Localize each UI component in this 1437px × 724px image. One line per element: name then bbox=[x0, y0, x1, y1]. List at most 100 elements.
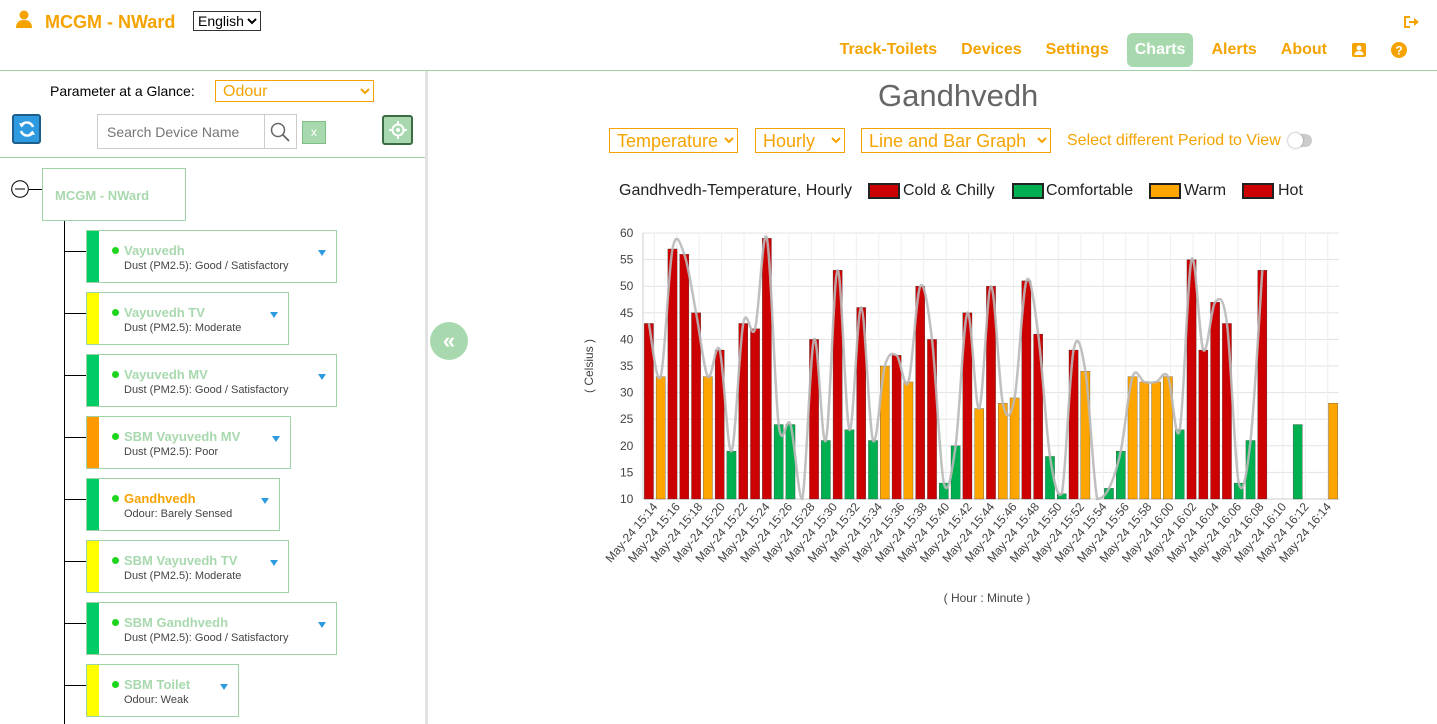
legend-swatch-hot[interactable] bbox=[1242, 183, 1274, 199]
tree-root-node[interactable]: MCGM - NWard bbox=[42, 168, 186, 221]
tree-connector bbox=[64, 685, 86, 686]
bar bbox=[844, 429, 855, 500]
legend-label-hot: Hot bbox=[1278, 182, 1303, 199]
help-icon[interactable]: ? bbox=[1391, 42, 1407, 58]
device-panel: Parameter at a Glance: Odour x bbox=[0, 71, 428, 724]
chevron-down-icon[interactable] bbox=[272, 436, 280, 442]
parameter-dropdown[interactable]: Temperature bbox=[609, 128, 738, 153]
bar bbox=[703, 376, 713, 500]
main-nav: Track-Toilets Devices Settings Charts Al… bbox=[828, 33, 1407, 67]
bar bbox=[1174, 429, 1185, 500]
device-card[interactable]: Vayuvedh MV Dust (PM2.5): Good / Satisfac… bbox=[86, 354, 337, 407]
nav-devices[interactable]: Devices bbox=[961, 41, 1022, 58]
search-box bbox=[97, 114, 297, 149]
device-status: Odour: Weak bbox=[124, 694, 189, 706]
legend-label-warm: Warm bbox=[1184, 182, 1227, 199]
device-card[interactable]: SBM Toilet Odour: Weak bbox=[86, 664, 239, 717]
online-dot-icon bbox=[112, 247, 119, 254]
online-dot-icon bbox=[112, 433, 119, 440]
language-select[interactable]: English bbox=[193, 11, 261, 31]
y-tick-label: 35 bbox=[620, 359, 634, 373]
toggle-knob bbox=[1288, 133, 1303, 148]
logout-icon[interactable] bbox=[1403, 14, 1419, 30]
chevron-down-icon[interactable] bbox=[261, 498, 269, 504]
bar bbox=[1139, 381, 1150, 500]
bar bbox=[691, 312, 701, 500]
search-input[interactable] bbox=[98, 115, 265, 148]
online-dot-icon bbox=[112, 371, 119, 378]
y-tick-label: 60 bbox=[620, 226, 634, 240]
bar bbox=[1257, 270, 1268, 500]
crosshair-icon bbox=[388, 121, 407, 139]
bar bbox=[868, 440, 878, 500]
graph-type-dropdown[interactable]: Line and Bar Graph bbox=[861, 128, 1051, 153]
chevron-down-icon[interactable] bbox=[318, 374, 326, 380]
device-card[interactable]: SBM Vayuvedh MV Dust (PM2.5): Poor bbox=[86, 416, 291, 469]
nav-track-toilets[interactable]: Track-Toilets bbox=[839, 41, 938, 58]
device-status: Dust (PM2.5): Good / Satisfactory bbox=[124, 632, 289, 644]
refresh-icon bbox=[18, 121, 35, 137]
bar bbox=[998, 403, 1008, 500]
status-color-bar bbox=[87, 479, 99, 530]
bar bbox=[1151, 381, 1161, 500]
chart-title: Gandhvedh-Temperature, Hourly bbox=[619, 182, 853, 199]
locate-button[interactable] bbox=[382, 115, 413, 145]
legend-swatch-warm[interactable] bbox=[1149, 183, 1181, 199]
bar bbox=[891, 355, 902, 500]
device-card[interactable]: SBM Gandhvedh Dust (PM2.5): Good / Satisf… bbox=[86, 602, 337, 655]
device-card[interactable]: Vayuvedh TV Dust (PM2.5): Moderate bbox=[86, 292, 289, 345]
chevron-down-icon[interactable] bbox=[220, 684, 228, 690]
divider bbox=[0, 157, 425, 158]
device-card[interactable]: Vayuvedh Dust (PM2.5): Good / Satisfactor… bbox=[86, 230, 337, 283]
bar bbox=[1292, 424, 1303, 500]
tree-connector bbox=[64, 623, 86, 624]
y-axis-title: ( Celsius ) bbox=[582, 339, 596, 393]
search-icon[interactable] bbox=[270, 122, 290, 142]
tree-connector bbox=[29, 189, 42, 190]
y-tick-label: 25 bbox=[620, 412, 634, 426]
period-label: Select different Period to View bbox=[1067, 132, 1281, 149]
period-toggle[interactable] bbox=[1288, 133, 1312, 148]
bar bbox=[915, 286, 925, 500]
parameter-select[interactable]: Odour bbox=[215, 80, 374, 102]
tree-connector bbox=[64, 499, 86, 500]
contact-card-icon[interactable] bbox=[1351, 42, 1367, 58]
nav-about[interactable]: About bbox=[1280, 41, 1327, 58]
nav-charts[interactable]: Charts bbox=[1126, 33, 1194, 67]
device-card[interactable]: SBM Vayuvedh TV Dust (PM2.5): Moderate bbox=[86, 540, 289, 593]
tree-connector bbox=[64, 375, 86, 376]
collapse-panel-button[interactable]: « bbox=[430, 322, 468, 360]
bar bbox=[1116, 450, 1126, 500]
refresh-button[interactable] bbox=[12, 114, 41, 144]
tree-connector bbox=[64, 437, 86, 438]
bar bbox=[821, 440, 831, 500]
series-line bbox=[647, 235, 1264, 501]
device-name: Gandhvedh bbox=[124, 491, 196, 506]
chevron-down-icon[interactable] bbox=[270, 560, 278, 566]
chevron-down-icon[interactable] bbox=[270, 312, 278, 318]
chevron-down-icon[interactable] bbox=[318, 622, 326, 628]
bar bbox=[1210, 302, 1220, 500]
online-dot-icon bbox=[112, 495, 119, 502]
legend-swatch-comfortable[interactable] bbox=[1012, 183, 1044, 199]
device-status: Dust (PM2.5): Moderate bbox=[124, 570, 242, 582]
brand-title: MCGM - NWard bbox=[45, 12, 176, 32]
collapse-tree-icon[interactable] bbox=[11, 180, 29, 198]
online-dot-icon bbox=[112, 619, 119, 626]
user-icon[interactable] bbox=[16, 10, 32, 28]
bar bbox=[726, 450, 737, 500]
legend-swatch-cold[interactable] bbox=[868, 183, 900, 199]
y-tick-label: 20 bbox=[620, 439, 634, 453]
clear-search-button[interactable]: x bbox=[302, 121, 326, 144]
nav-settings[interactable]: Settings bbox=[1045, 41, 1109, 58]
interval-dropdown[interactable]: Hourly bbox=[755, 128, 845, 153]
bar bbox=[974, 408, 984, 500]
device-card[interactable]: Gandhvedh Odour: Barely Sensed bbox=[86, 478, 280, 531]
nav-alerts[interactable]: Alerts bbox=[1211, 41, 1257, 58]
device-status: Dust (PM2.5): Good / Satisfactory bbox=[124, 384, 289, 396]
online-dot-icon bbox=[112, 681, 119, 688]
device-name: Vayuvedh TV bbox=[124, 305, 205, 320]
chevron-down-icon[interactable] bbox=[318, 250, 326, 256]
